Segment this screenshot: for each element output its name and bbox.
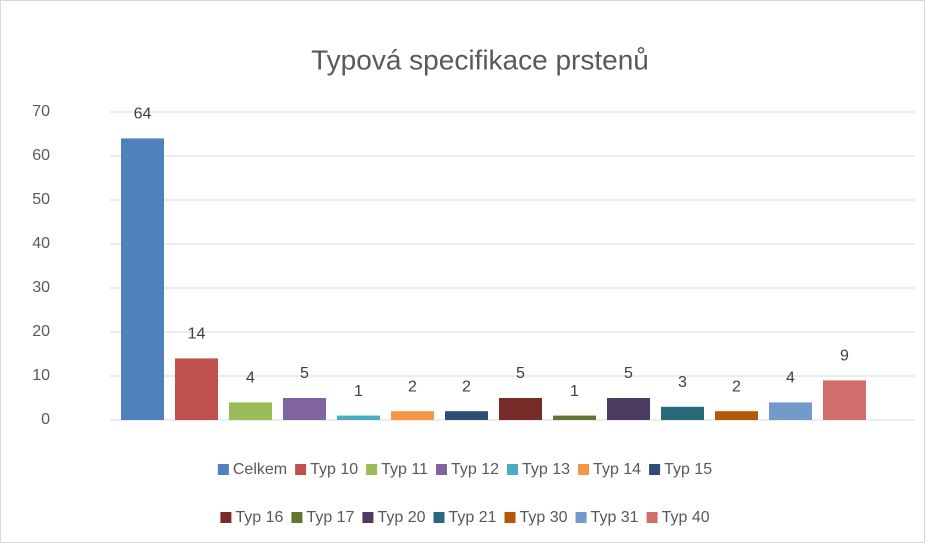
legend-label: Typ 21 (448, 509, 496, 526)
bar (175, 358, 218, 420)
legend-swatch (507, 464, 519, 475)
bar (337, 415, 380, 420)
legend-swatch (291, 512, 303, 523)
legend-label: Typ 15 (664, 461, 712, 478)
legend-label: Typ 13 (522, 461, 570, 478)
data-label: 4 (786, 370, 795, 387)
legend-swatch (575, 512, 587, 523)
data-label: 1 (570, 383, 579, 400)
y-tick-label: 10 (32, 367, 50, 384)
legend-swatch (435, 464, 447, 475)
legend-swatch (217, 464, 229, 475)
bar (229, 402, 272, 420)
legend-label: Typ 16 (235, 509, 283, 526)
data-label: 14 (188, 326, 206, 343)
data-label: 5 (624, 365, 633, 382)
data-label: 1 (354, 383, 363, 400)
y-tick-label: 60 (32, 147, 50, 164)
legend-swatch (362, 512, 374, 523)
bar (661, 406, 704, 420)
data-label: 9 (840, 348, 849, 365)
data-label: 5 (300, 365, 309, 382)
bar (553, 415, 596, 420)
y-tick-label: 0 (41, 411, 50, 428)
bar (823, 380, 866, 420)
legend-swatch (295, 464, 307, 475)
legend-label: Typ 20 (377, 509, 425, 526)
bar (445, 411, 488, 420)
legend-label: Celkem (233, 461, 287, 478)
bar (121, 138, 164, 420)
legend-label: Typ 17 (306, 509, 354, 526)
data-label: 5 (516, 365, 525, 382)
legend-label: Typ 10 (310, 461, 358, 478)
legend-swatch (578, 464, 590, 475)
legend-label: Typ 31 (591, 509, 639, 526)
legend-swatch (220, 512, 232, 523)
data-label: 4 (246, 370, 255, 387)
legend-label: Typ 30 (520, 509, 568, 526)
bar (607, 398, 650, 420)
legend-swatch (649, 464, 661, 475)
data-label: 2 (732, 378, 741, 395)
chart-title: Typová specifikace prstenů (311, 44, 649, 75)
y-tick-label: 40 (32, 235, 50, 252)
legend-label: Typ 40 (662, 509, 710, 526)
bar (499, 398, 542, 420)
bar (769, 402, 812, 420)
legend-label: Typ 14 (593, 461, 641, 478)
legend-swatch (366, 464, 378, 475)
y-tick-label: 30 (32, 279, 50, 296)
legend-label: Typ 12 (451, 461, 499, 478)
legend-swatch (433, 512, 445, 523)
data-label: 64 (134, 106, 152, 123)
bar (715, 411, 758, 420)
legend-label: Typ 11 (381, 461, 428, 478)
data-label: 3 (678, 374, 687, 391)
y-tick-label: 70 (32, 103, 50, 120)
bar (283, 398, 326, 420)
legend-swatch (504, 512, 516, 523)
data-label: 2 (408, 378, 417, 395)
y-tick-label: 50 (32, 191, 50, 208)
bar (391, 411, 434, 420)
legend-swatch (646, 512, 658, 523)
data-label: 2 (462, 378, 471, 395)
y-tick-label: 20 (32, 323, 50, 340)
